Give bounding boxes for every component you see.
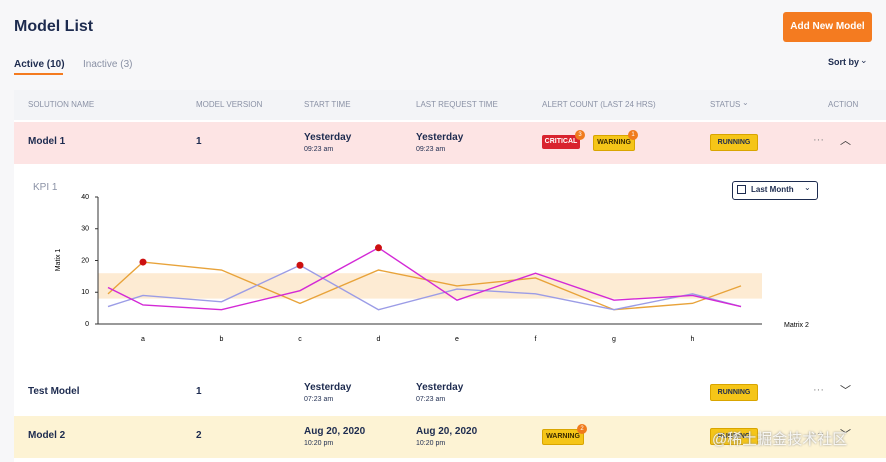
column-header: ACTION [828,100,859,109]
time: 10:20 pm [416,440,446,447]
model-version: 1 [196,386,202,397]
x-tick-label: f [535,336,537,343]
column-header: SOLUTION NAME [28,100,95,109]
time: 09:23 am [416,146,446,153]
column-header: MODEL VERSION [196,100,263,109]
threshold-band [98,273,762,299]
alert-badge: WARNING [593,135,635,151]
chart-title: KPI 1 [33,182,58,193]
series-line [107,264,742,311]
more-actions[interactable]: ··· [813,384,824,396]
more-actions[interactable]: ··· [813,134,824,146]
x-tick-label: e [455,336,459,343]
model-name: Model 1 [28,136,66,147]
column-header: START TIME [304,100,351,109]
calendar-icon [737,185,746,194]
series-line [107,246,742,311]
sort-dropdown[interactable]: Sort by [828,57,860,67]
y-axis-label: Matix 1 [55,249,62,272]
status-badge: RUNNING [710,428,758,445]
date: Aug 20, 2020 [304,426,366,437]
alert-count: 3 [575,130,585,140]
time: 07:23 am [416,396,446,403]
time: 07:23 am [304,396,334,403]
date: Yesterday [416,132,464,143]
expand-toggle[interactable]: ︿ [840,135,851,147]
page-title: Model List [14,18,94,35]
table-header [14,90,886,120]
y-tick-label: 10 [81,289,89,296]
status-badge: RUNNING [710,384,758,401]
column-header: LAST REQUEST TIME [416,100,498,109]
alert-badge: WARNING [542,429,584,445]
alert-count: 2 [577,424,587,434]
x-tick-label: c [298,336,302,343]
x-tick-label: g [612,336,616,343]
status-caret: ⌄ [742,98,749,107]
model-name: Test Model [28,386,80,397]
alert-badge: CRITICAL [542,135,580,149]
alert-count: 1 [628,130,638,140]
tab-underline [14,73,63,75]
range-caret: ⌄ [804,183,811,192]
expand-toggle[interactable]: ﹀ [840,429,851,441]
tab[interactable]: Active (10) [14,59,65,70]
column-header: STATUS [710,100,741,109]
x-axis-label: Matrix 2 [784,322,809,329]
model-version: 2 [196,430,202,441]
sort-caret: ⌄ [860,55,868,65]
range-label: Last Month [751,185,794,194]
x-tick-label: d [377,336,381,343]
highlight-point [375,244,382,252]
column-header: ALERT COUNT (LAST 24 HRS) [542,100,656,109]
series-line [107,261,742,311]
range-dropdown[interactable] [732,181,818,200]
kpi-chart: 0 10 20 30 40 Matix 1 Matrix 2 a b c d e f g h [55,194,809,343]
watermark: @稀土掘金技术社区 [712,431,848,448]
highlight-point [139,258,147,266]
date: Aug 20, 2020 [416,426,478,437]
date: Yesterday [304,132,352,143]
model-name: Model 2 [28,430,66,441]
y-tick-label: 30 [81,226,89,233]
x-tick-label: b [220,336,224,343]
add-model-button[interactable]: Add New Model [783,12,872,42]
time: 10:20 pm [304,440,334,447]
tab[interactable]: Inactive (3) [83,59,133,70]
y-tick-label: 40 [81,194,89,201]
expand-toggle[interactable]: ﹀ [840,385,851,397]
model-version: 1 [196,136,202,147]
y-tick-label: 0 [85,321,89,328]
highlight-point [296,261,304,269]
more-actions[interactable]: ··· [813,428,824,440]
date: Yesterday [304,382,352,393]
x-tick-label: a [141,336,145,343]
status-badge: RUNNING [710,134,758,151]
x-tick-label: h [691,336,695,343]
y-tick-label: 20 [81,257,89,264]
time: 09:23 am [304,146,334,153]
date: Yesterday [416,382,464,393]
